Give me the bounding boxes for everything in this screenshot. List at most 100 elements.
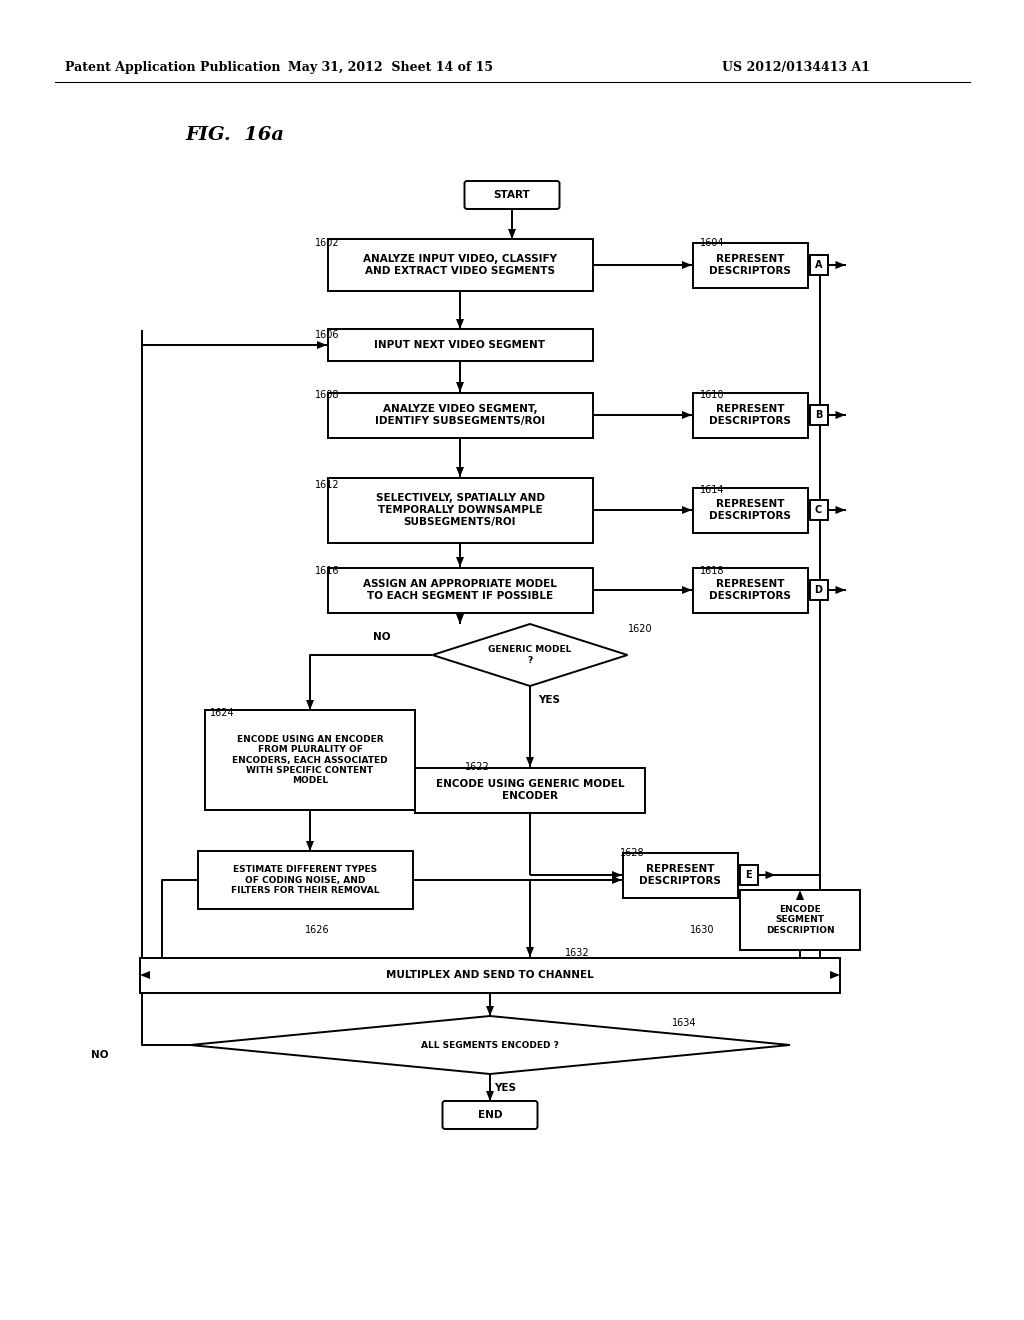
Text: ENCODE
SEGMENT
DESCRIPTION: ENCODE SEGMENT DESCRIPTION (766, 906, 835, 935)
Polygon shape (508, 228, 516, 239)
Text: 1634: 1634 (672, 1018, 696, 1028)
Text: 1606: 1606 (315, 330, 340, 341)
Polygon shape (526, 946, 534, 957)
Polygon shape (836, 411, 846, 418)
Bar (810, 579, 827, 601)
Text: ASSIGN AN APPROPRIATE MODEL
TO EACH SEGMENT IF POSSIBLE: ASSIGN AN APPROPRIATE MODEL TO EACH SEGM… (364, 579, 557, 601)
Polygon shape (456, 319, 464, 329)
Bar (692, 243, 808, 288)
Text: REPRESENT
DESCRIPTORS: REPRESENT DESCRIPTORS (639, 865, 721, 886)
Text: NO: NO (90, 1049, 108, 1060)
Bar (692, 487, 808, 532)
Polygon shape (682, 506, 692, 513)
Text: E: E (745, 870, 752, 880)
Polygon shape (682, 411, 692, 418)
Text: C: C (815, 506, 822, 515)
Polygon shape (682, 586, 692, 594)
Polygon shape (836, 261, 846, 269)
Text: ALL SEGMENTS ENCODED ?: ALL SEGMENTS ENCODED ? (421, 1040, 559, 1049)
Text: 1626: 1626 (305, 925, 330, 935)
Text: 1622: 1622 (465, 762, 489, 772)
Bar (328, 392, 593, 437)
Text: 1628: 1628 (620, 847, 645, 858)
Bar (692, 392, 808, 437)
Text: ENCODE USING AN ENCODER
FROM PLURALITY OF
ENCODERS, EACH ASSOCIATED
WITH SPECIFI: ENCODE USING AN ENCODER FROM PLURALITY O… (232, 735, 388, 785)
Polygon shape (456, 614, 464, 624)
Polygon shape (836, 586, 846, 594)
Text: FIG.  16a: FIG. 16a (185, 125, 284, 144)
Polygon shape (456, 381, 464, 392)
Polygon shape (306, 700, 314, 710)
Text: NO: NO (373, 632, 390, 642)
Polygon shape (682, 261, 692, 269)
Text: ANALYZE VIDEO SEGMENT,
IDENTIFY SUBSEGMENTS/ROI: ANALYZE VIDEO SEGMENT, IDENTIFY SUBSEGME… (375, 404, 545, 426)
Bar (328, 478, 593, 543)
Text: D: D (814, 585, 822, 595)
Polygon shape (830, 972, 840, 979)
Text: 1624: 1624 (210, 708, 234, 718)
Bar (328, 239, 593, 290)
Text: ESTIMATE DIFFERENT TYPES
OF CODING NOISE, AND
FILTERS FOR THEIR REMOVAL: ESTIMATE DIFFERENT TYPES OF CODING NOISE… (230, 865, 379, 895)
Text: YES: YES (538, 696, 560, 705)
Text: 1608: 1608 (315, 389, 340, 400)
Text: ANALYZE INPUT VIDEO, CLASSIFY
AND EXTRACT VIDEO SEGMENTS: ANALYZE INPUT VIDEO, CLASSIFY AND EXTRAC… (362, 255, 557, 276)
Text: 1632: 1632 (565, 948, 590, 958)
Text: REPRESENT
DESCRIPTORS: REPRESENT DESCRIPTORS (709, 499, 791, 521)
Polygon shape (306, 841, 314, 851)
Polygon shape (456, 467, 464, 477)
Polygon shape (317, 341, 327, 348)
Bar (692, 568, 808, 612)
Text: REPRESENT
DESCRIPTORS: REPRESENT DESCRIPTORS (709, 579, 791, 601)
Bar (415, 767, 645, 813)
Text: SELECTIVELY, SPATIALLY AND
TEMPORALLY DOWNSAMPLE
SUBSEGMENTS/ROI: SELECTIVELY, SPATIALLY AND TEMPORALLY DO… (376, 494, 545, 527)
Bar (623, 853, 737, 898)
Polygon shape (612, 876, 622, 884)
Bar (140, 957, 840, 993)
Text: REPRESENT
DESCRIPTORS: REPRESENT DESCRIPTORS (709, 404, 791, 426)
Text: GENERIC MODEL
?: GENERIC MODEL ? (488, 645, 571, 665)
Text: START: START (494, 190, 530, 201)
Text: 1612: 1612 (315, 480, 340, 490)
Polygon shape (486, 1006, 494, 1016)
Bar (205, 710, 415, 810)
Text: 1610: 1610 (700, 389, 725, 400)
Polygon shape (432, 624, 628, 686)
Bar (198, 851, 413, 909)
Text: 1618: 1618 (700, 566, 725, 576)
Text: 1614: 1614 (700, 484, 725, 495)
Polygon shape (486, 1092, 494, 1101)
Text: 1604: 1604 (700, 238, 725, 248)
Text: May 31, 2012  Sheet 14 of 15: May 31, 2012 Sheet 14 of 15 (288, 62, 493, 74)
Text: MULTIPLEX AND SEND TO CHANNEL: MULTIPLEX AND SEND TO CHANNEL (386, 970, 594, 979)
Text: B: B (815, 411, 822, 420)
Polygon shape (766, 871, 775, 879)
Polygon shape (190, 1016, 790, 1074)
Text: A: A (815, 260, 822, 271)
Bar (810, 500, 827, 520)
Bar (328, 568, 593, 612)
Text: 1620: 1620 (628, 624, 652, 634)
Text: 1630: 1630 (690, 925, 715, 935)
Text: YES: YES (494, 1082, 516, 1093)
Text: INPUT NEXT VIDEO SEGMENT: INPUT NEXT VIDEO SEGMENT (375, 341, 546, 350)
Bar (810, 405, 827, 425)
Text: US 2012/0134413 A1: US 2012/0134413 A1 (722, 62, 870, 74)
Bar (739, 865, 758, 884)
FancyBboxPatch shape (442, 1101, 538, 1129)
Text: REPRESENT
DESCRIPTORS: REPRESENT DESCRIPTORS (709, 255, 791, 276)
Polygon shape (456, 557, 464, 568)
Polygon shape (796, 890, 804, 900)
Text: Patent Application Publication: Patent Application Publication (65, 62, 281, 74)
Polygon shape (612, 871, 622, 879)
Bar (810, 255, 827, 275)
FancyBboxPatch shape (465, 181, 559, 209)
Text: END: END (478, 1110, 502, 1119)
Text: ENCODE USING GENERIC MODEL
ENCODER: ENCODE USING GENERIC MODEL ENCODER (436, 779, 625, 801)
Polygon shape (836, 506, 846, 513)
Text: 1602: 1602 (315, 238, 340, 248)
Bar (740, 890, 860, 950)
Polygon shape (140, 972, 150, 979)
Text: 1616: 1616 (315, 566, 340, 576)
Bar (328, 329, 593, 360)
Polygon shape (526, 756, 534, 767)
